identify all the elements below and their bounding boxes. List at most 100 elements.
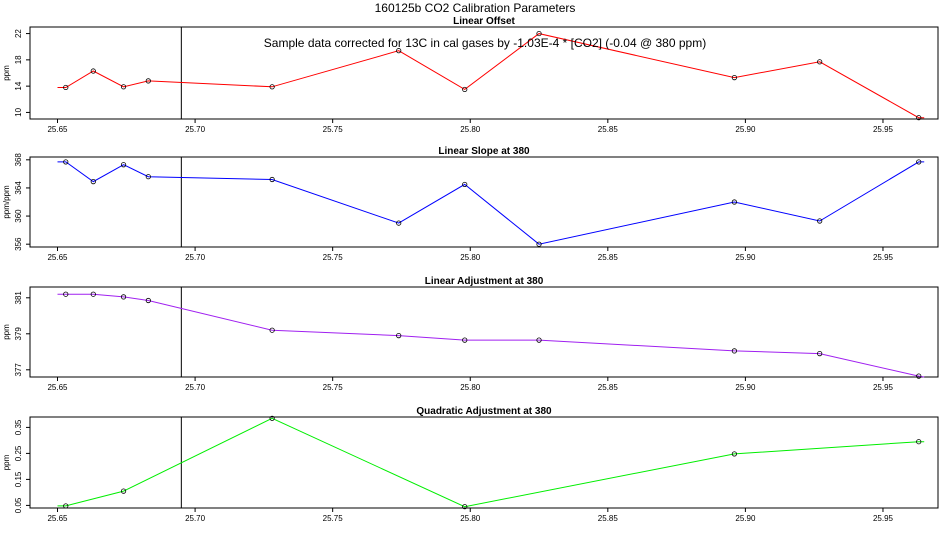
data-point: [90, 68, 96, 74]
y-tick-label: 381: [14, 291, 23, 305]
y-tick-label: 0.15: [14, 471, 23, 487]
figure-title: 160125b CO2 Calibration Parameters: [375, 1, 576, 15]
y-tick-label: 10: [14, 107, 23, 116]
y-tick-label: 379: [14, 327, 23, 341]
x-tick-label: 25.85: [598, 514, 619, 523]
panel-title: Quadratic Adjustment at 380: [416, 406, 552, 417]
data-point: [63, 84, 69, 91]
x-tick-label: 25.95: [873, 125, 894, 134]
y-axis-label: ppm/ppm: [2, 185, 11, 219]
data-point: [90, 179, 96, 185]
data-point: [536, 337, 542, 343]
data-point: [916, 159, 922, 165]
x-tick-label: 25.90: [735, 514, 756, 523]
y-tick-label: 0.05: [14, 497, 23, 513]
data-point: [269, 327, 275, 333]
data-point: [536, 30, 542, 37]
series-line: [57, 33, 925, 119]
x-tick-label: 25.70: [185, 253, 206, 262]
x-tick-label: 25.85: [598, 253, 619, 262]
x-tick-label: 25.95: [873, 383, 894, 392]
data-point: [731, 348, 737, 354]
x-tick-label: 25.65: [47, 125, 68, 134]
data-point: [269, 415, 275, 421]
data-point: [817, 218, 823, 224]
x-tick-label: 25.70: [185, 383, 206, 392]
data-point: [731, 199, 737, 205]
data-point: [269, 176, 275, 183]
x-tick-label: 25.90: [735, 253, 756, 262]
plot-frame: [29, 26, 939, 120]
x-tick-label: 25.75: [323, 253, 344, 262]
y-axis-label: ppm: [2, 65, 11, 81]
x-tick-label: 25.80: [460, 253, 481, 262]
x-tick-label: 25.65: [47, 253, 68, 262]
x-tick-label: 25.65: [47, 514, 68, 523]
plot-frame: [29, 416, 939, 509]
data-point: [916, 115, 922, 121]
data-point: [120, 488, 127, 494]
x-tick-label: 25.75: [323, 514, 344, 523]
series-line: [57, 417, 925, 508]
panel-title: Linear Offset: [453, 16, 515, 27]
data-point: [396, 48, 402, 54]
x-tick-label: 25.90: [735, 383, 756, 392]
y-tick-label: 360: [14, 209, 23, 223]
data-point: [731, 451, 737, 457]
data-point: [63, 503, 69, 509]
data-point: [145, 78, 151, 84]
x-tick-label: 25.95: [873, 514, 894, 523]
x-tick-label: 25.85: [598, 383, 619, 392]
y-tick-label: 0.25: [14, 445, 23, 461]
data-point: [396, 220, 402, 226]
data-point: [63, 291, 69, 297]
data-point: [817, 350, 823, 357]
data-point: [462, 86, 468, 93]
y-tick-label: 356: [14, 237, 23, 251]
panel-title: Linear Adjustment at 380: [425, 276, 544, 287]
data-point: [462, 181, 468, 188]
x-tick-label: 25.85: [598, 125, 619, 134]
panel-1: Linear Offset ppm 25.65 25.70 25.75 25.80 25.8…: [2, 16, 939, 134]
plot-frame: [29, 156, 939, 248]
data-point: [916, 373, 922, 379]
data-point: [120, 162, 127, 168]
panel-3: Linear Adjustment at 380 ppm 25.65 25.70 25.…: [2, 276, 939, 392]
x-tick-label: 25.75: [323, 125, 344, 134]
data-point: [145, 174, 151, 180]
y-tick-label: 18: [14, 55, 23, 64]
data-point: [63, 159, 69, 165]
data-point: [120, 294, 127, 300]
x-tick-label: 25.80: [460, 514, 481, 523]
x-tick-label: 25.70: [185, 514, 206, 523]
chart-panels: Linear Offset ppm 25.65 25.70 25.75 25.80 25.8…: [2, 16, 939, 523]
x-tick-label: 25.90: [735, 125, 756, 134]
y-tick-label: 22: [14, 29, 23, 38]
x-tick-label: 25.80: [460, 125, 481, 134]
y-tick-label: 0.35: [14, 419, 23, 435]
correction-annotation: Sample data corrected for 13C in cal gas…: [264, 36, 706, 50]
data-point: [731, 75, 737, 81]
data-point: [396, 332, 402, 339]
data-point: [269, 84, 275, 90]
y-tick-label: 14: [14, 81, 23, 90]
series-line: [57, 293, 925, 378]
y-tick-label: 368: [14, 153, 23, 167]
plot-frame: [29, 286, 939, 378]
data-point: [462, 504, 468, 510]
y-tick-label: 364: [14, 181, 23, 195]
x-tick-label: 25.65: [47, 383, 68, 392]
data-point: [462, 337, 468, 343]
x-tick-label: 25.75: [323, 383, 344, 392]
y-axis-label: ppm: [2, 454, 11, 470]
x-tick-label: 25.80: [460, 383, 481, 392]
x-tick-label: 25.95: [873, 253, 894, 262]
data-point: [145, 297, 151, 304]
y-axis-label: ppm: [2, 324, 11, 340]
panel-4: Quadratic Adjustment at 380 ppm 25.65 25.70…: [2, 406, 939, 523]
panel-2: Linear Slope at 380 ppm/ppm 25.65 25.70 25.7…: [2, 146, 939, 262]
data-point: [120, 84, 127, 90]
data-point: [817, 59, 823, 65]
panel-title: Linear Slope at 380: [438, 146, 530, 157]
